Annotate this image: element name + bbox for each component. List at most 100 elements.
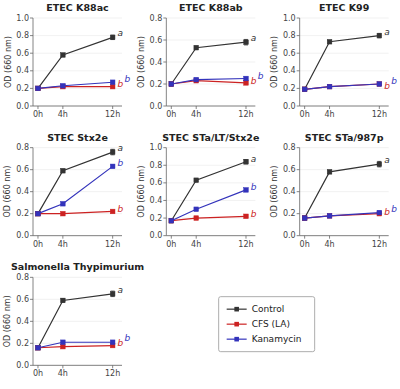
x-tick [62, 365, 63, 368]
y-axis-label: OD (660 nm) [270, 36, 279, 88]
x-tick [37, 236, 38, 239]
legend-frame [219, 297, 315, 352]
error-bar [328, 40, 332, 43]
y-tick-label: 0.2 [16, 209, 29, 218]
x-tick-label: 0h [300, 110, 310, 119]
data-point [110, 164, 115, 169]
y-tick [297, 235, 300, 236]
data-point [377, 82, 382, 87]
y-tick [297, 18, 300, 19]
data-point [169, 218, 174, 223]
data-point [377, 33, 382, 38]
y-tick [30, 235, 33, 236]
y-tick [30, 277, 33, 278]
error-bar [111, 291, 115, 297]
tick-line [33, 106, 122, 107]
tick-line [166, 84, 255, 85]
data-point [302, 216, 307, 221]
data-point [110, 80, 115, 85]
panel: ETEC K88abOD (660 nm)0.00.20.40.60.80h4h… [137, 2, 264, 119]
y-tick [30, 299, 33, 300]
series-line [171, 79, 246, 85]
y-tick [30, 213, 33, 214]
data-point [36, 211, 41, 216]
legend: ControlCFS (LA)Kanamycin [219, 297, 315, 352]
y-axis [33, 148, 34, 236]
data-point [169, 218, 174, 223]
x-axis [300, 106, 389, 107]
plot-area [169, 39, 248, 86]
annotation: b [384, 81, 390, 91]
x-tick-label: 4h [324, 110, 334, 119]
plot-area [36, 35, 115, 91]
error-bar [377, 33, 381, 37]
panel: STEC Stx2eOD (660 nm)0.00.20.40.60.80h4h… [4, 132, 124, 249]
annotation: a [384, 27, 390, 37]
x-tick [62, 236, 63, 239]
y-tick-label: 0.8 [150, 161, 163, 170]
y-tick-label: 1.0 [150, 143, 163, 152]
panel: STEC STa/LT/Stx2eOD (660 nm)0.00.20.40.6… [137, 132, 260, 249]
y-tick [30, 70, 33, 71]
y-tick [30, 106, 33, 107]
y-tick-label: 0.6 [283, 49, 296, 58]
x-tick [304, 236, 305, 239]
error-bar [61, 299, 65, 302]
plot-area [36, 149, 115, 216]
series-line [171, 42, 246, 84]
error-bar [244, 160, 248, 164]
series-line [305, 84, 380, 89]
tick-line [33, 35, 122, 36]
annotation: b [118, 338, 124, 348]
x-tick-label: 4h [58, 369, 68, 378]
data-point [36, 211, 41, 216]
data-point [244, 214, 249, 219]
data-point [110, 35, 115, 40]
tick-line [300, 235, 389, 236]
legend-item: CFS (LA) [227, 319, 290, 329]
series-line [305, 213, 380, 219]
y-tick [297, 106, 300, 107]
x-tick [37, 106, 38, 109]
tick-line [300, 191, 389, 192]
annotation: b [118, 204, 124, 214]
y-tick-label: 0.4 [150, 58, 163, 67]
y-tick [297, 35, 300, 36]
x-tick [245, 236, 246, 239]
legend-item: Kanamycin [227, 334, 302, 344]
tick-line [33, 277, 122, 278]
tick-line [300, 70, 389, 71]
x-tick-label: 0h [166, 110, 176, 119]
tick-line [166, 62, 255, 63]
data-point [302, 87, 307, 92]
y-tick [297, 70, 300, 71]
series-line [38, 152, 113, 214]
y-tick-label: 0.0 [16, 231, 29, 240]
plot-area [36, 291, 115, 350]
y-tick-label: 0.2 [16, 84, 29, 93]
x-tick [304, 106, 305, 109]
legend-marker [234, 322, 239, 327]
y-axis-label: OD (660 nm) [137, 36, 146, 88]
data-point [36, 86, 41, 91]
y-tick-label: 0.2 [283, 209, 296, 218]
legend-label: Kanamycin [252, 334, 302, 344]
y-tick [30, 147, 33, 148]
x-axis [33, 235, 122, 236]
annotation: b [258, 71, 264, 81]
data-point [327, 84, 332, 89]
tick-line [33, 191, 122, 192]
y-tick-label: 0.0 [16, 102, 29, 111]
x-tick-label: 12h [105, 110, 120, 119]
y-tick [30, 35, 33, 36]
x-axis [166, 235, 255, 236]
y-tick [163, 218, 166, 219]
tick-line [33, 365, 122, 366]
series-line [171, 162, 246, 221]
x-tick [112, 236, 113, 239]
annotation: b [125, 74, 131, 84]
y-tick [297, 169, 300, 170]
annotation: a [118, 28, 124, 38]
y-tick-label: 0.8 [283, 31, 296, 40]
title: ETEC K99 [319, 2, 369, 13]
